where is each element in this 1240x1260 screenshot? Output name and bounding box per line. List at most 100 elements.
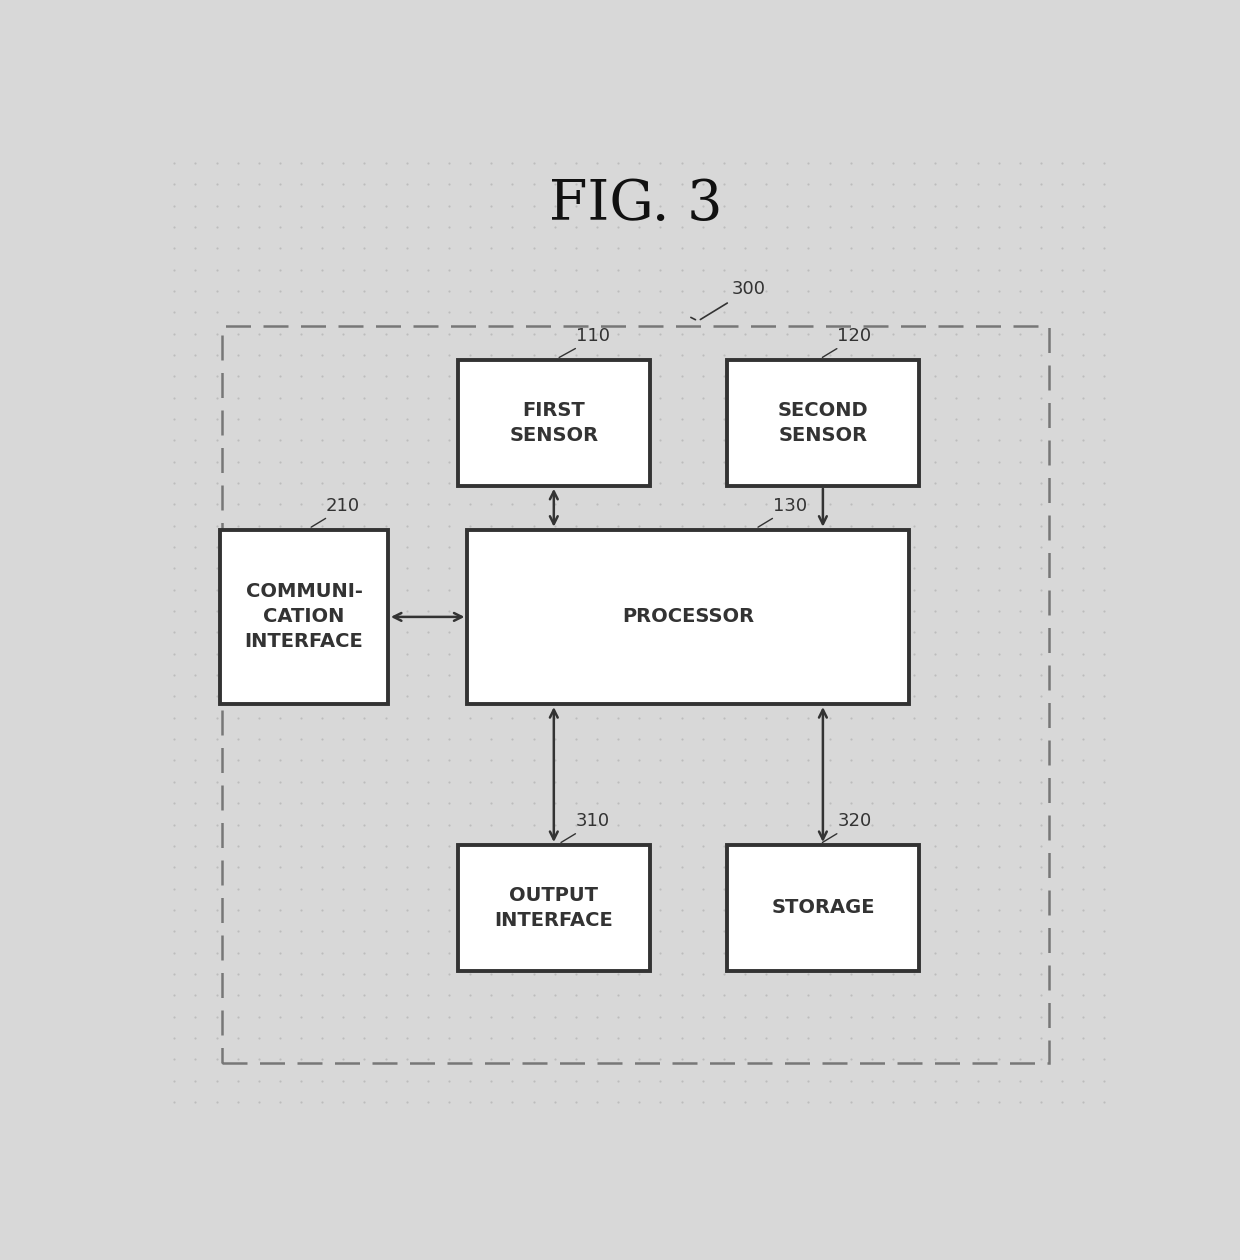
- Point: [841, 1071, 861, 1091]
- Point: [925, 1007, 945, 1027]
- Point: [460, 687, 480, 707]
- Point: [1074, 260, 1094, 280]
- Point: [693, 367, 713, 387]
- Point: [925, 964, 945, 984]
- Point: [651, 515, 671, 535]
- Point: [883, 195, 903, 215]
- Point: [820, 644, 839, 664]
- Point: [714, 238, 734, 258]
- Point: [904, 622, 924, 643]
- Point: [925, 388, 945, 408]
- Point: [249, 580, 269, 600]
- Point: [1053, 494, 1073, 514]
- Point: [418, 302, 438, 323]
- Point: [334, 302, 353, 323]
- Point: [904, 644, 924, 664]
- Point: [376, 921, 396, 941]
- Point: [376, 451, 396, 471]
- Point: [651, 1050, 671, 1070]
- Point: [565, 494, 585, 514]
- Point: [249, 921, 269, 941]
- Point: [418, 174, 438, 194]
- Point: [777, 217, 797, 237]
- Point: [334, 878, 353, 898]
- Point: [439, 494, 459, 514]
- Point: [862, 878, 882, 898]
- Point: [186, 410, 206, 430]
- Point: [756, 515, 776, 535]
- Point: [967, 430, 987, 450]
- Point: [672, 1007, 692, 1027]
- Point: [883, 238, 903, 258]
- Point: [397, 1007, 417, 1027]
- Point: [523, 302, 543, 323]
- Point: [523, 217, 543, 237]
- Point: [988, 942, 1008, 963]
- Point: [439, 260, 459, 280]
- Point: [735, 580, 755, 600]
- Point: [1053, 771, 1073, 793]
- Point: [376, 1071, 396, 1091]
- Point: [397, 644, 417, 664]
- Point: [1074, 665, 1094, 685]
- Point: [1074, 472, 1094, 493]
- Point: [164, 515, 184, 535]
- Point: [1032, 985, 1052, 1005]
- Point: [1032, 515, 1052, 535]
- Point: [799, 751, 818, 771]
- Point: [164, 708, 184, 728]
- Point: [1074, 537, 1094, 557]
- Point: [946, 430, 966, 450]
- Point: [291, 942, 311, 963]
- Point: [544, 1028, 564, 1048]
- Point: [1053, 900, 1073, 920]
- Point: [334, 814, 353, 834]
- Point: [502, 1071, 522, 1091]
- Point: [207, 730, 227, 750]
- Point: [228, 730, 248, 750]
- Point: [651, 1071, 671, 1091]
- Point: [355, 622, 374, 643]
- Text: 300: 300: [732, 280, 765, 297]
- Point: [693, 601, 713, 621]
- Point: [376, 537, 396, 557]
- Point: [693, 174, 713, 194]
- Point: [630, 451, 650, 471]
- Point: [735, 942, 755, 963]
- Point: [756, 558, 776, 578]
- Point: [460, 1028, 480, 1048]
- Point: [186, 814, 206, 834]
- Point: [1053, 814, 1073, 834]
- Point: [1009, 857, 1029, 877]
- Point: [1032, 751, 1052, 771]
- Point: [291, 644, 311, 664]
- Point: [672, 515, 692, 535]
- Point: [1032, 217, 1052, 237]
- Point: [862, 900, 882, 920]
- Point: [397, 430, 417, 450]
- Point: [1009, 580, 1029, 600]
- Point: [355, 472, 374, 493]
- Point: [777, 558, 797, 578]
- Point: [334, 601, 353, 621]
- Point: [1095, 324, 1115, 344]
- Point: [397, 857, 417, 877]
- Point: [883, 515, 903, 535]
- Point: [249, 964, 269, 984]
- Point: [334, 730, 353, 750]
- Point: [799, 195, 818, 215]
- Point: [630, 730, 650, 750]
- Point: [481, 367, 501, 387]
- Point: [735, 857, 755, 877]
- Point: [735, 793, 755, 813]
- Point: [418, 1092, 438, 1113]
- Point: [544, 580, 564, 600]
- Point: [1053, 665, 1073, 685]
- Point: [481, 1050, 501, 1070]
- Point: [228, 174, 248, 194]
- Point: [946, 217, 966, 237]
- Point: [925, 857, 945, 877]
- Point: [1095, 622, 1115, 643]
- Point: [207, 1092, 227, 1113]
- Point: [630, 152, 650, 173]
